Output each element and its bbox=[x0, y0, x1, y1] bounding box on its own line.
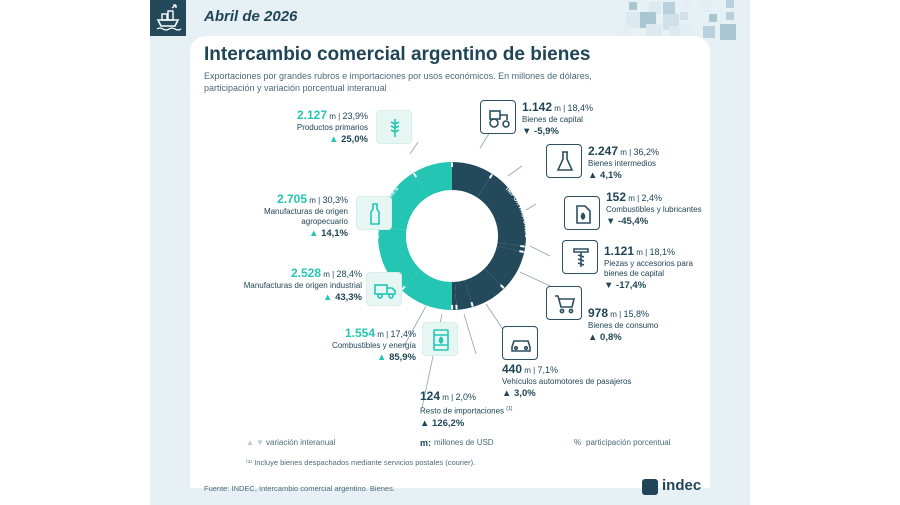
import-slice-3 bbox=[484, 246, 525, 289]
import-item-resto: 124 m | 2,0% Resto de importaciones (1) … bbox=[420, 389, 513, 429]
up-arrow-icon: ▲ bbox=[588, 332, 598, 343]
header-pixel bbox=[720, 24, 736, 40]
content-card: Intercambio comercial argentino de biene… bbox=[190, 36, 710, 488]
down-arrow-icon: ▼ bbox=[604, 280, 614, 291]
header-pixel bbox=[700, 0, 712, 12]
import-tick-2 bbox=[520, 244, 525, 248]
header-pixel bbox=[683, 2, 691, 10]
infographic-page: Abril de 2026 Intercambio comercial arge… bbox=[150, 0, 750, 505]
import-item-combustibles: 152 m | 2,4% Combustibles y lubricantes … bbox=[606, 190, 702, 227]
import-tick-5 bbox=[470, 301, 474, 307]
export-item-combustibles: 1.554 m | 17,4% Combustibles y energía ▲… bbox=[331, 326, 416, 363]
import-item-intermedios: 2.247 m | 36,2% Bienes intermedios ▲ 4,1… bbox=[588, 144, 660, 181]
header-pixel bbox=[649, 2, 661, 14]
up-arrow-icon: ▲ bbox=[377, 352, 387, 363]
import-tick-1 bbox=[488, 173, 493, 179]
import-tick-4 bbox=[499, 284, 505, 289]
export-slice-3 bbox=[413, 162, 452, 197]
ship-icon bbox=[150, 0, 186, 36]
cart-icon bbox=[546, 286, 582, 320]
down-arrow-icon: ▼ bbox=[606, 216, 616, 227]
up-arrow-icon: ▲ bbox=[502, 388, 512, 399]
header-pixel bbox=[623, 26, 631, 34]
import-item-vehiculos: 440 m | 7,1% Vehículos automotores de pa… bbox=[502, 362, 632, 399]
import-tick-3 bbox=[519, 250, 524, 254]
legend-millions-key: m: bbox=[420, 438, 431, 448]
truck-icon bbox=[366, 272, 402, 306]
header-pixel bbox=[726, 12, 734, 20]
up-arrow-icon: ▲ bbox=[588, 170, 598, 181]
bottle-icon bbox=[356, 196, 392, 230]
flask-icon bbox=[546, 144, 582, 178]
legend-variation: variación interanual bbox=[266, 438, 336, 447]
legend: ▲ ▼ variación interanual m: millones de … bbox=[190, 438, 710, 454]
up-arrow-icon: ▲ bbox=[323, 292, 333, 303]
screw-icon bbox=[562, 240, 598, 274]
fuel-can-icon bbox=[564, 196, 600, 230]
legend-share-key: % bbox=[574, 438, 582, 447]
down-arrow-icon: ▼ bbox=[522, 126, 532, 137]
fuel-barrel-icon bbox=[422, 322, 458, 356]
import-slice-4 bbox=[464, 268, 505, 307]
up-arrow-icon: ▲ bbox=[309, 228, 319, 239]
header-pixel bbox=[626, 12, 642, 28]
export-tick-1 bbox=[401, 285, 406, 291]
import-item-piezas: 1.121 m | 18,1% Piezas y accesorios para… bbox=[604, 244, 693, 291]
report-date: Abril de 2026 bbox=[204, 8, 298, 25]
wheat-icon bbox=[376, 110, 412, 144]
footnote: ⁽¹⁾ Incluye bienes despachados mediante … bbox=[246, 458, 476, 467]
import-slice-0 bbox=[452, 162, 493, 198]
header-pixel bbox=[669, 26, 681, 38]
legend-millions: millones de USD bbox=[434, 438, 494, 447]
export-item-moi: 2.528 m | 28,4% Manufacturas de origen i… bbox=[243, 266, 362, 303]
up-arrow-icon: ▲ bbox=[329, 134, 339, 145]
import-item-capital: 1.142 m | 18,4% Bienes de capital ▼ -5,9… bbox=[522, 100, 594, 137]
export-item-moa: 2.705 m | 30,3% Manufacturas de origen a… bbox=[263, 192, 348, 239]
page-subtitle: Exportaciones por grandes rubros e impor… bbox=[204, 71, 592, 93]
export-tick-3 bbox=[412, 172, 417, 178]
page-title: Intercambio comercial argentino de biene… bbox=[204, 44, 591, 65]
import-slice-2 bbox=[496, 242, 526, 253]
indec-logo-icon bbox=[642, 479, 658, 495]
header-pixel bbox=[709, 14, 717, 22]
header-pixel bbox=[703, 26, 715, 38]
import-slice-1 bbox=[477, 174, 526, 247]
import-slice-6 bbox=[452, 281, 457, 310]
car-icon bbox=[502, 326, 538, 360]
tractor-icon bbox=[480, 100, 516, 134]
export-item-primarios: 2.127 m | 23,9% Productos primarios ▲ 25… bbox=[296, 108, 368, 145]
up-arrow-icon: ▲ bbox=[420, 417, 430, 429]
source-text: Fuente: INDEC, Intercambio comercial arg… bbox=[204, 484, 395, 493]
import-slice-5 bbox=[454, 280, 473, 310]
header-pixel bbox=[680, 24, 692, 36]
header-pixel bbox=[726, 0, 734, 8]
variation-arrows-icon: ▲ ▼ bbox=[246, 438, 265, 447]
export-slice-0 bbox=[401, 269, 452, 310]
header-pixel bbox=[663, 2, 675, 14]
header-pixel bbox=[680, 12, 688, 20]
legend-share: participación porcentual bbox=[586, 438, 671, 447]
import-item-consumo: 978 m | 15,8% Bienes de consumo ▲ 0,8% bbox=[588, 306, 659, 343]
header-pixel bbox=[629, 2, 637, 10]
